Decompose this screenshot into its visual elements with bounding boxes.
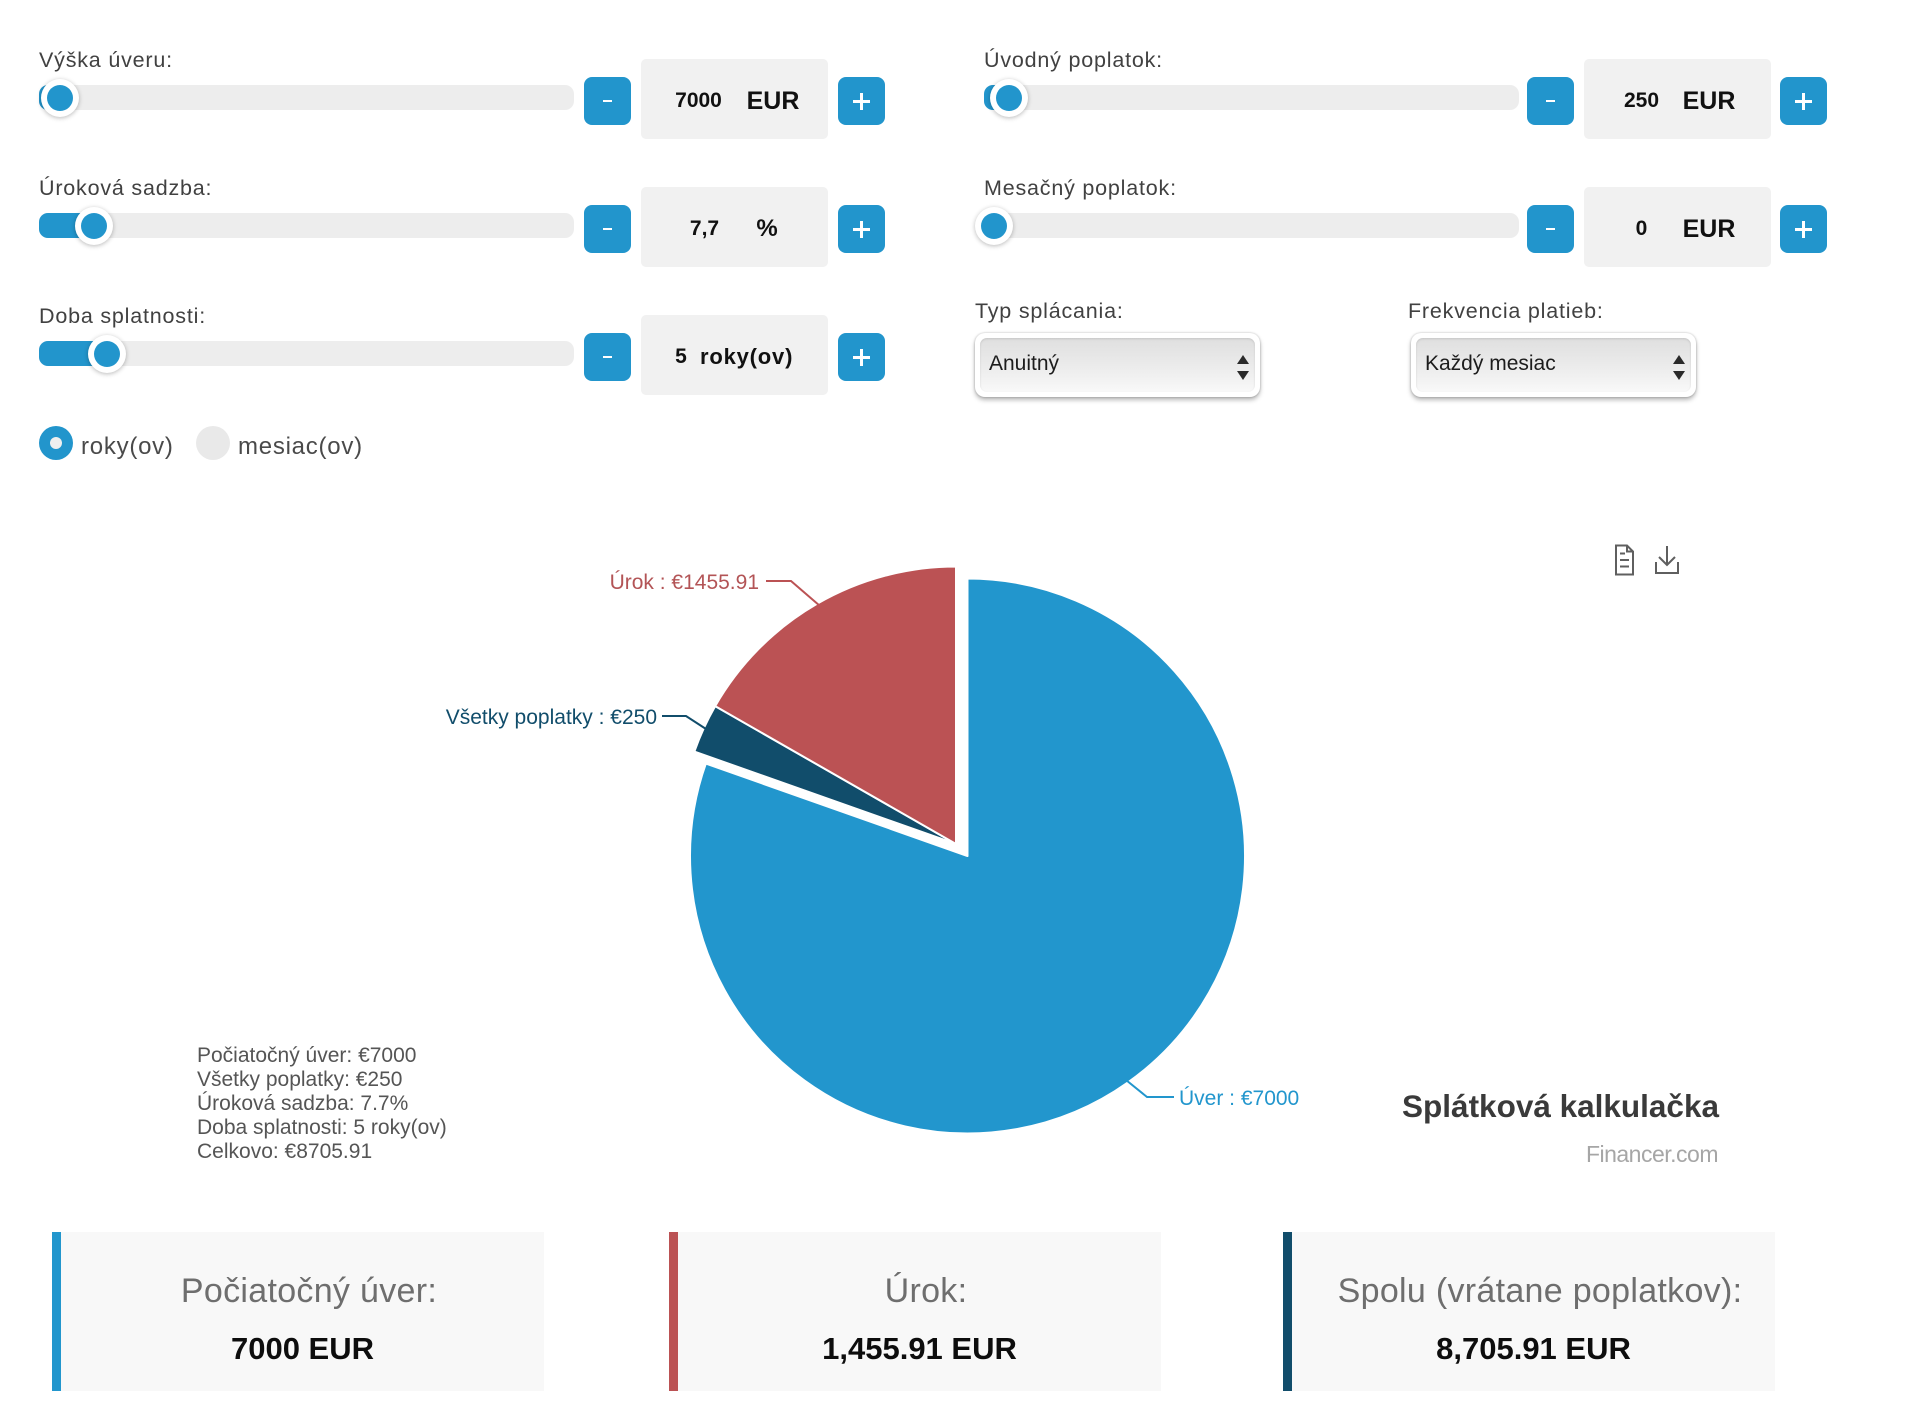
svg-text:Všetky poplatky : €250: Všetky poplatky : €250 bbox=[446, 706, 657, 729]
svg-text:Úver : €7000: Úver : €7000 bbox=[1179, 1087, 1299, 1110]
svg-text:Úrok : €1455.91: Úrok : €1455.91 bbox=[610, 571, 759, 594]
